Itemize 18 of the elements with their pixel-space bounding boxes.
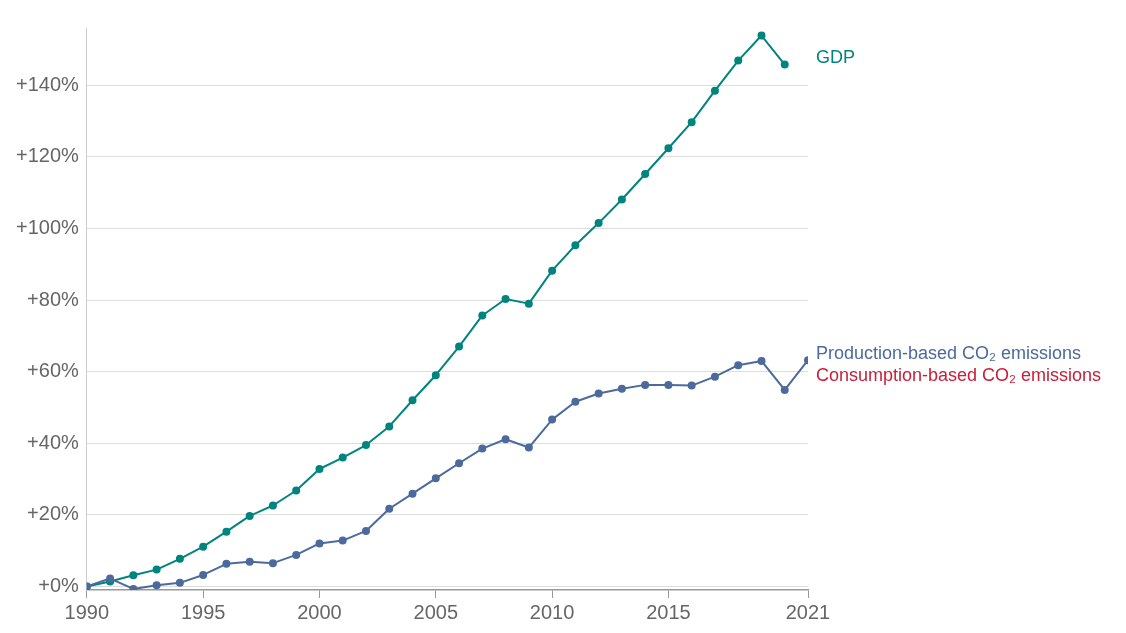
legend-label: Consumption-based CO₂ emissions [816,365,1102,386]
y-tick-label: +40% [27,430,80,453]
x-tick-label: 2000 [297,600,342,623]
y-tick-label: +20% [27,502,80,525]
y-tick-label: +80% [27,287,80,310]
y-tick-label: +0% [38,573,80,596]
y-tick-label: +100% [15,215,80,238]
series-label: Production-based CO₂ emissions [816,343,1082,364]
y-tick-label: +60% [27,359,80,382]
x-tick-label: 2015 [646,600,691,623]
x-tick-label: 2021 [785,600,831,623]
y-tick-label: +120% [15,144,80,167]
y-tick-label: +140% [15,72,80,95]
x-tick-label: 1995 [180,600,226,623]
x-tick-label: 1990 [64,600,110,623]
series-label: GDP [816,47,856,68]
x-tick-label: 2010 [529,600,575,623]
x-tick-label: 2005 [413,600,459,623]
